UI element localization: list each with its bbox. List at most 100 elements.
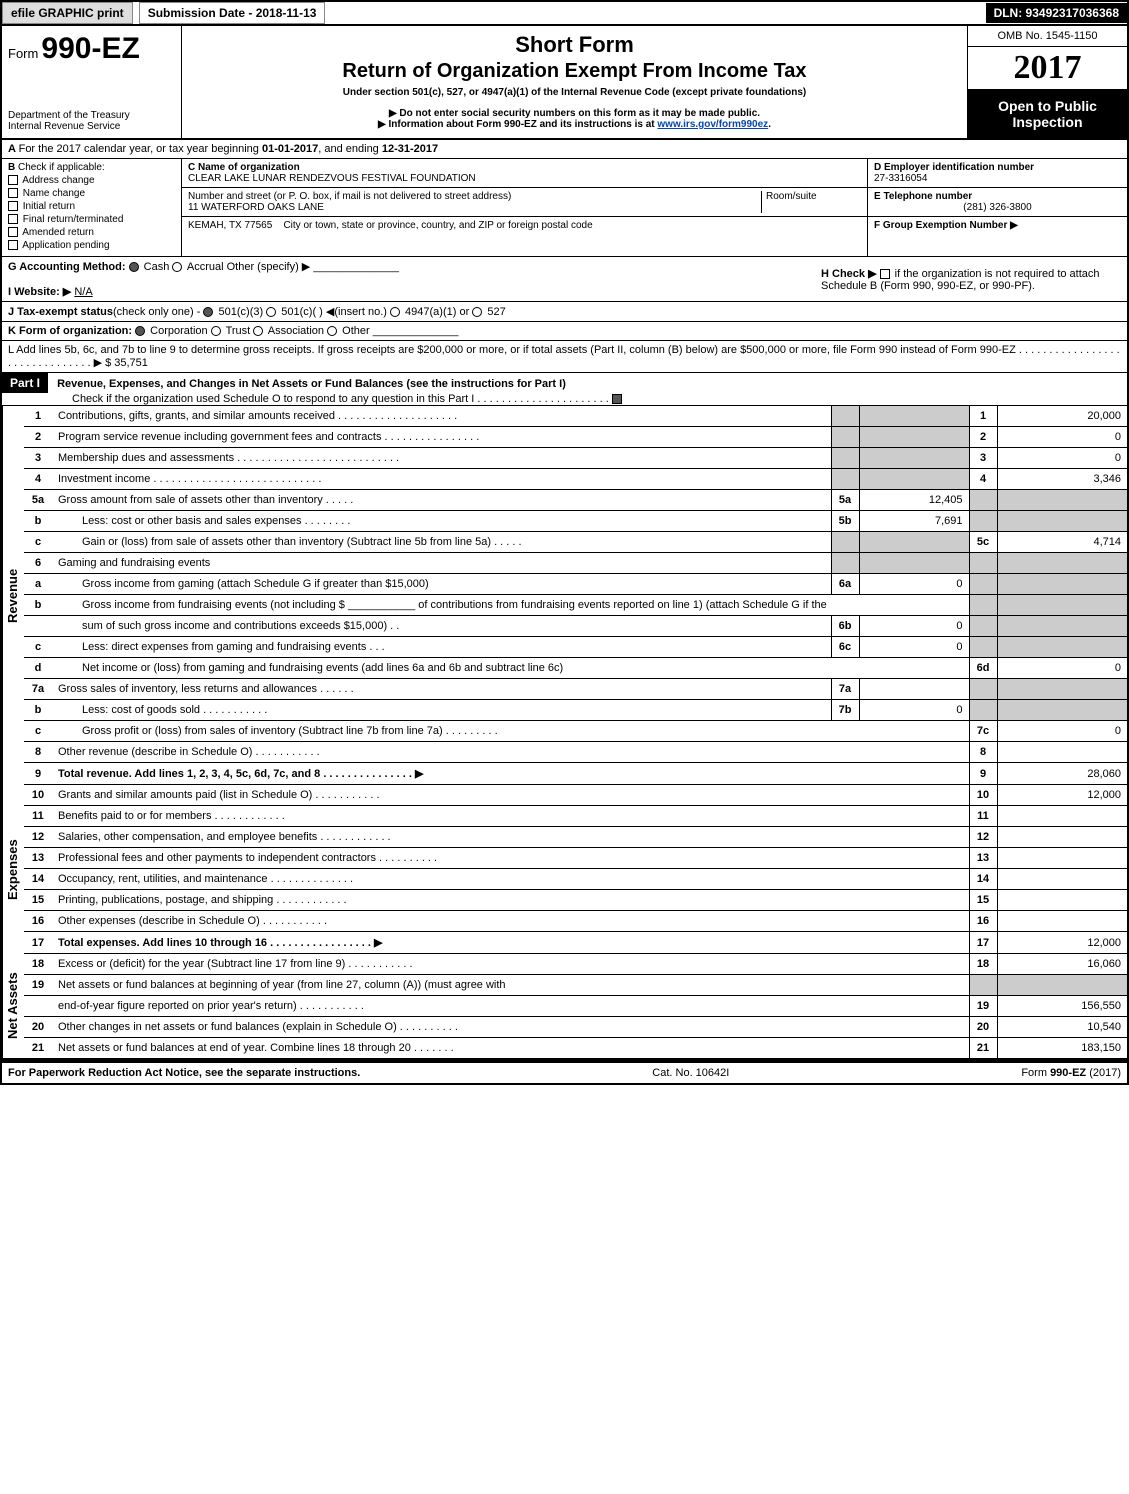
header-right: OMB No. 1545-1150 2017 Open to Public In… <box>967 26 1127 138</box>
table-row: 8Other revenue (describe in Schedule O) … <box>24 742 1127 763</box>
expenses-label: Expenses <box>2 785 24 954</box>
part1-bar: Part I <box>2 373 48 393</box>
page-footer: For Paperwork Reduction Act Notice, see … <box>0 1060 1129 1085</box>
line-g-h: G Accounting Method: Cash Accrual Other … <box>0 257 1129 302</box>
efile-button[interactable]: efile GRAPHIC print <box>2 2 133 24</box>
table-row: end-of-year figure reported on prior yea… <box>24 996 1127 1017</box>
table-row: cLess: direct expenses from gaming and f… <box>24 637 1127 658</box>
cb-sched-b[interactable] <box>880 269 890 279</box>
phone: (281) 326-3800 <box>874 202 1121 213</box>
entity-block: B Check if applicable: Address change Na… <box>0 159 1129 257</box>
cb-initial-return[interactable] <box>8 201 18 211</box>
header-middle: Short Form Return of Organization Exempt… <box>182 26 967 138</box>
rb-501c[interactable] <box>266 307 276 317</box>
table-row: cGain or (loss) from sale of assets othe… <box>24 532 1127 553</box>
title-return: Return of Organization Exempt From Incom… <box>188 60 961 83</box>
rb-corp[interactable] <box>135 326 145 336</box>
form-number: 990-EZ <box>41 32 139 65</box>
footer-right: Form 990-EZ (2017) <box>1021 1067 1121 1079</box>
cb-name-change[interactable] <box>8 188 18 198</box>
table-row: bLess: cost of goods sold . . . . . . . … <box>24 700 1127 721</box>
table-row: 10Grants and similar amounts paid (list … <box>24 785 1127 806</box>
table-row: 17Total expenses. Add lines 10 through 1… <box>24 932 1127 954</box>
expenses-group: Expenses 10Grants and similar amounts pa… <box>0 785 1129 954</box>
footer-mid: Cat. No. 10642I <box>652 1067 729 1079</box>
revenue-table: 1Contributions, gifts, grants, and simil… <box>24 406 1127 785</box>
table-row: 21Net assets or fund balances at end of … <box>24 1038 1127 1059</box>
website: N/A <box>74 286 92 298</box>
rb-527[interactable] <box>472 307 482 317</box>
cb-app-pending[interactable] <box>8 240 18 250</box>
under-section: Under section 501(c), 527, or 4947(a)(1)… <box>188 87 961 98</box>
rb-other[interactable] <box>327 326 337 336</box>
rb-accrual[interactable] <box>172 262 182 272</box>
cb-address-change[interactable] <box>8 175 18 185</box>
entity-info: C Name of organization CLEAR LAKE LUNAR … <box>182 159 867 256</box>
ein: 27-3316054 <box>874 173 927 184</box>
line-k: K Form of organization: Corporation Trus… <box>0 322 1129 341</box>
table-row: 6Gaming and fundraising events <box>24 553 1127 574</box>
line-l: L Add lines 5b, 6c, and 7b to line 9 to … <box>0 341 1129 373</box>
net-assets-group: Net Assets 18Excess or (deficit) for the… <box>0 954 1129 1060</box>
table-row: 14Occupancy, rent, utilities, and mainte… <box>24 869 1127 890</box>
group-exemption: F Group Exemption Number ▶ <box>874 220 1018 231</box>
dept-treasury: Department of the Treasury <box>8 110 175 121</box>
room-suite: Room/suite <box>761 191 861 213</box>
submission-date: Submission Date - 2018-11-13 <box>139 2 326 24</box>
table-row: 11Benefits paid to or for members . . . … <box>24 806 1127 827</box>
dept-irs: Internal Revenue Service <box>8 121 175 132</box>
rb-cash[interactable] <box>129 262 139 272</box>
rb-4947[interactable] <box>390 307 400 317</box>
street-address: 11 WATERFORD OAKS LANE <box>188 202 324 213</box>
header-left: Form 990-EZ Department of the Treasury I… <box>2 26 182 138</box>
table-row: 9Total revenue. Add lines 1, 2, 3, 4, 5c… <box>24 763 1127 785</box>
table-row: 2Program service revenue including gover… <box>24 427 1127 448</box>
table-row: 18Excess or (deficit) for the year (Subt… <box>24 954 1127 975</box>
line-a: A For the 2017 calendar year, or tax yea… <box>0 140 1129 159</box>
table-row: 19Net assets or fund balances at beginni… <box>24 975 1127 996</box>
rb-501c3[interactable] <box>203 307 213 317</box>
table-row: dNet income or (loss) from gaming and fu… <box>24 658 1127 679</box>
form-prefix: Form <box>8 46 38 61</box>
right-info-column: D Employer identification number27-33160… <box>867 159 1127 256</box>
table-row: cGross profit or (loss) from sales of in… <box>24 721 1127 742</box>
table-row: 20Other changes in net assets or fund ba… <box>24 1017 1127 1038</box>
net-assets-table: 18Excess or (deficit) for the year (Subt… <box>24 954 1127 1058</box>
cb-amended[interactable] <box>8 227 18 237</box>
cb-sched-o[interactable] <box>612 394 622 404</box>
table-row: 3Membership dues and assessments . . . .… <box>24 448 1127 469</box>
title-short-form: Short Form <box>188 32 961 58</box>
rb-trust[interactable] <box>211 326 221 336</box>
table-row: 15Printing, publications, postage, and s… <box>24 890 1127 911</box>
open-to-public: Open to Public Inspection <box>968 90 1127 138</box>
irs-link[interactable]: www.irs.gov/form990ez <box>657 119 768 130</box>
cb-final-return[interactable] <box>8 214 18 224</box>
part1-header: Part I Revenue, Expenses, and Changes in… <box>0 373 1129 406</box>
part1-check: Check if the organization used Schedule … <box>2 393 609 405</box>
dln-label: DLN: 93492317036368 <box>986 3 1127 23</box>
rb-assoc[interactable] <box>253 326 263 336</box>
table-row: 12Salaries, other compensation, and empl… <box>24 827 1127 848</box>
top-bar: efile GRAPHIC print Submission Date - 20… <box>0 0 1129 24</box>
table-row: 7aGross sales of inventory, less returns… <box>24 679 1127 700</box>
note-link: ▶ Information about Form 990-EZ and its … <box>188 119 961 130</box>
revenue-label: Revenue <box>2 406 24 785</box>
table-row: 1Contributions, gifts, grants, and simil… <box>24 406 1127 427</box>
omb-number: OMB No. 1545-1150 <box>968 26 1127 47</box>
part1-title: Revenue, Expenses, and Changes in Net As… <box>51 375 572 393</box>
city-state-zip: KEMAH, TX 77565 <box>188 220 272 231</box>
org-name: CLEAR LAKE LUNAR RENDEZVOUS FESTIVAL FOU… <box>188 173 476 184</box>
table-row: 5aGross amount from sale of assets other… <box>24 490 1127 511</box>
table-row: 13Professional fees and other payments t… <box>24 848 1127 869</box>
net-assets-label: Net Assets <box>2 954 24 1058</box>
table-row: bLess: cost or other basis and sales exp… <box>24 511 1127 532</box>
form-header: Form 990-EZ Department of the Treasury I… <box>0 24 1129 140</box>
revenue-group: Revenue 1Contributions, gifts, grants, a… <box>0 406 1129 785</box>
expenses-table: 10Grants and similar amounts paid (list … <box>24 785 1127 954</box>
table-row: sum of such gross income and contributio… <box>24 616 1127 637</box>
line-j: J Tax-exempt status(check only one) - 50… <box>0 302 1129 322</box>
checkbox-column: B Check if applicable: Address change Na… <box>2 159 182 256</box>
tax-year: 2017 <box>968 47 1127 90</box>
table-row: 16Other expenses (describe in Schedule O… <box>24 911 1127 932</box>
table-row: bGross income from fundraising events (n… <box>24 595 1127 616</box>
